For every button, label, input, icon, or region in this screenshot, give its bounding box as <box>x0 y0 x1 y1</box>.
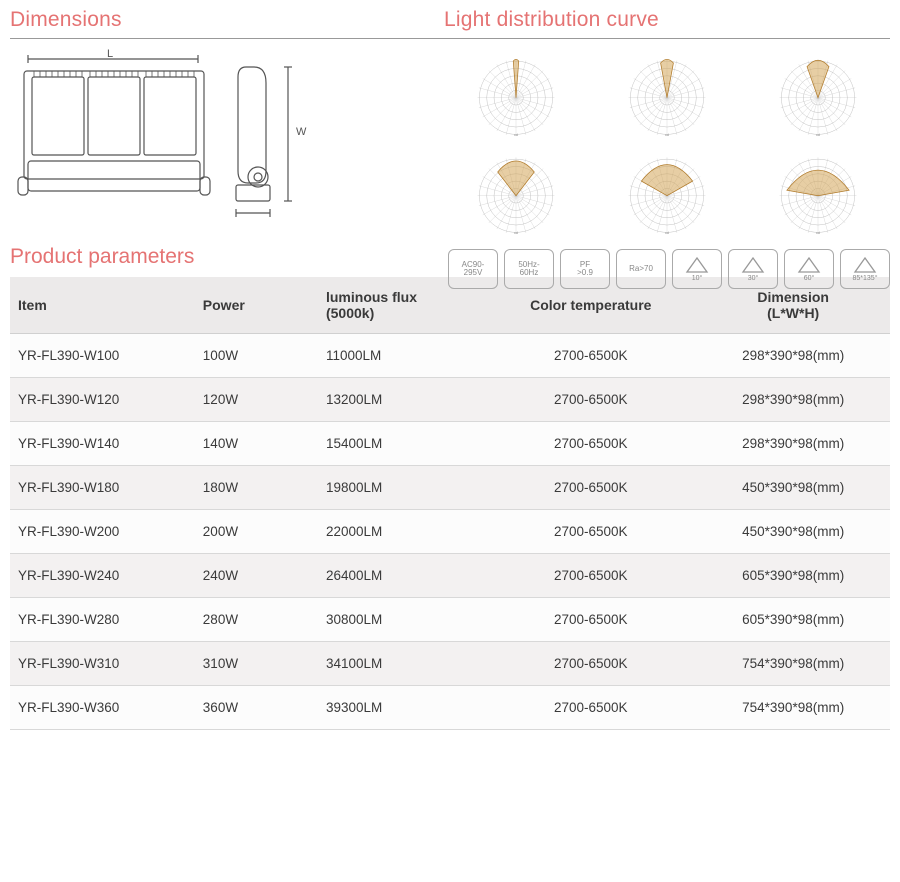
divider <box>444 38 890 39</box>
spec-badge: PF>0.9 <box>560 249 610 289</box>
cell-power: 310W <box>195 642 318 686</box>
cell-cct: 2700-6500K <box>485 422 696 466</box>
cell-flux: 11000LM <box>318 334 485 378</box>
cell-power: 120W <box>195 378 318 422</box>
cell-dim: 298*390*98(mm) <box>696 422 890 466</box>
cell-cct: 2700-6500K <box>485 598 696 642</box>
cell-dim: 298*390*98(mm) <box>696 334 890 378</box>
table-row: YR-FL390-W100100W11000LM2700-6500K298*39… <box>10 334 890 378</box>
cell-item: YR-FL390-W280 <box>10 598 195 642</box>
polar-plot: cd <box>444 49 587 141</box>
svg-text:cd: cd <box>665 231 669 235</box>
polar-plot-grid: cd cd cd cd cd cd <box>444 49 890 239</box>
beam-angle-icon: 30° <box>728 249 778 289</box>
spec-icons-row: AC90-295V50Hz-60HzPF>0.9Ra>70 10° 30° 60… <box>444 249 890 289</box>
cell-power: 180W <box>195 466 318 510</box>
table-row: YR-FL390-W360360W39300LM2700-6500K754*39… <box>10 686 890 730</box>
spec-badge: AC90-295V <box>448 249 498 289</box>
polar-plot: cd <box>444 147 587 239</box>
table-row: YR-FL390-W120120W13200LM2700-6500K298*39… <box>10 378 890 422</box>
cell-dim: 450*390*98(mm) <box>696 466 890 510</box>
table-row: YR-FL390-W310310W34100LM2700-6500K754*39… <box>10 642 890 686</box>
polar-plot: cd <box>747 49 890 141</box>
cell-power: 200W <box>195 510 318 554</box>
cell-dim: 450*390*98(mm) <box>696 510 890 554</box>
svg-text:cd: cd <box>816 231 820 235</box>
cell-dim: 605*390*98(mm) <box>696 598 890 642</box>
cell-cct: 2700-6500K <box>485 334 696 378</box>
polar-plot: cd <box>595 49 738 141</box>
svg-text:cd: cd <box>514 133 518 137</box>
cell-flux: 26400LM <box>318 554 485 598</box>
svg-text:L: L <box>107 49 113 60</box>
cell-item: YR-FL390-W200 <box>10 510 195 554</box>
svg-text:H: H <box>249 218 257 219</box>
col-flux-sub: (5000k) <box>326 305 477 321</box>
cell-item: YR-FL390-W140 <box>10 422 195 466</box>
col-flux-label: luminous flux <box>326 289 417 305</box>
cell-power: 140W <box>195 422 318 466</box>
cell-flux: 39300LM <box>318 686 485 730</box>
cell-cct: 2700-6500K <box>485 642 696 686</box>
table-row: YR-FL390-W240240W26400LM2700-6500K605*39… <box>10 554 890 598</box>
table-row: YR-FL390-W140140W15400LM2700-6500K298*39… <box>10 422 890 466</box>
cell-dim: 754*390*98(mm) <box>696 642 890 686</box>
cell-item: YR-FL390-W120 <box>10 378 195 422</box>
beam-angle-icon: 85*135° <box>840 249 890 289</box>
table-row: YR-FL390-W200200W22000LM2700-6500K450*39… <box>10 510 890 554</box>
cell-power: 100W <box>195 334 318 378</box>
cell-flux: 34100LM <box>318 642 485 686</box>
cell-cct: 2700-6500K <box>485 378 696 422</box>
cell-power: 280W <box>195 598 318 642</box>
cell-item: YR-FL390-W180 <box>10 466 195 510</box>
col-dim-sub: (L*W*H) <box>704 305 882 321</box>
spec-badge: 50Hz-60Hz <box>504 249 554 289</box>
svg-text:W: W <box>296 126 307 138</box>
cell-dim: 298*390*98(mm) <box>696 378 890 422</box>
cell-dim: 605*390*98(mm) <box>696 554 890 598</box>
beam-angle-icon: 60° <box>784 249 834 289</box>
cell-item: YR-FL390-W310 <box>10 642 195 686</box>
cell-item: YR-FL390-W360 <box>10 686 195 730</box>
polar-plot: cd <box>595 147 738 239</box>
svg-text:cd: cd <box>514 231 518 235</box>
dimensions-diagram: L <box>10 49 444 224</box>
cell-cct: 2700-6500K <box>485 466 696 510</box>
svg-text:cd: cd <box>665 133 669 137</box>
cell-flux: 13200LM <box>318 378 485 422</box>
cell-cct: 2700-6500K <box>485 510 696 554</box>
cell-item: YR-FL390-W240 <box>10 554 195 598</box>
cell-item: YR-FL390-W100 <box>10 334 195 378</box>
beam-angle-icon: 10° <box>672 249 722 289</box>
cell-flux: 22000LM <box>318 510 485 554</box>
divider <box>10 38 444 39</box>
cell-power: 360W <box>195 686 318 730</box>
cell-cct: 2700-6500K <box>485 554 696 598</box>
cell-power: 240W <box>195 554 318 598</box>
cell-cct: 2700-6500K <box>485 686 696 730</box>
dimensions-title: Dimensions <box>10 8 444 32</box>
cell-flux: 15400LM <box>318 422 485 466</box>
svg-text:cd: cd <box>816 133 820 137</box>
table-row: YR-FL390-W280280W30800LM2700-6500K605*39… <box>10 598 890 642</box>
col-dim-label: Dimension <box>757 289 829 305</box>
polar-plot: cd <box>747 147 890 239</box>
ldc-title: Light distribution curve <box>444 8 890 32</box>
spec-badge: Ra>70 <box>616 249 666 289</box>
table-row: YR-FL390-W180180W19800LM2700-6500K450*39… <box>10 466 890 510</box>
cell-flux: 30800LM <box>318 598 485 642</box>
cell-dim: 754*390*98(mm) <box>696 686 890 730</box>
cell-flux: 19800LM <box>318 466 485 510</box>
parameters-table: Item Power luminous flux (5000k) Color t… <box>10 277 890 730</box>
